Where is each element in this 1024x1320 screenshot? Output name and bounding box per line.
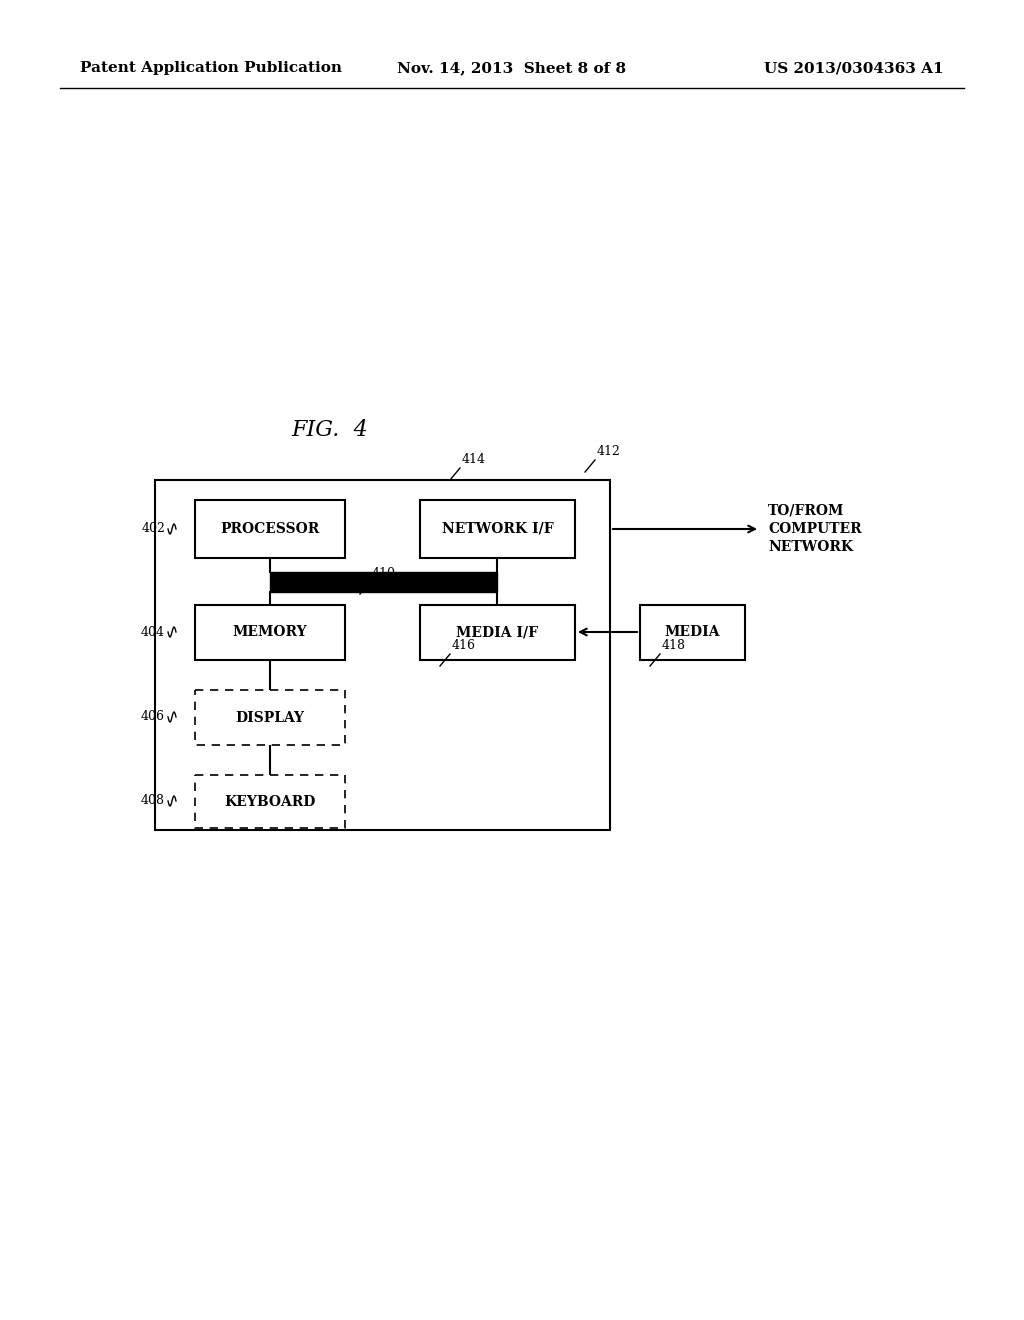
Bar bbox=[640, 605, 745, 660]
Text: KEYBOARD: KEYBOARD bbox=[224, 795, 315, 808]
Text: 414: 414 bbox=[462, 453, 486, 466]
Text: Patent Application Publication: Patent Application Publication bbox=[80, 61, 342, 75]
Text: DISPLAY: DISPLAY bbox=[236, 710, 304, 725]
Text: US 2013/0304363 A1: US 2013/0304363 A1 bbox=[764, 61, 944, 75]
Bar bbox=[420, 605, 575, 660]
Text: PROCESSOR: PROCESSOR bbox=[220, 521, 319, 536]
Text: 418: 418 bbox=[662, 639, 686, 652]
Text: MEMORY: MEMORY bbox=[232, 626, 307, 639]
Bar bbox=[195, 690, 345, 744]
Text: 408: 408 bbox=[141, 795, 165, 808]
Bar bbox=[420, 500, 575, 558]
Bar bbox=[155, 480, 610, 830]
Bar bbox=[195, 775, 345, 828]
Text: 416: 416 bbox=[452, 639, 476, 652]
Text: 402: 402 bbox=[141, 523, 165, 536]
Bar bbox=[270, 572, 497, 591]
Text: 410: 410 bbox=[372, 568, 396, 579]
Text: MEDIA I/F: MEDIA I/F bbox=[457, 626, 539, 639]
Text: 404: 404 bbox=[141, 626, 165, 639]
Text: MEDIA: MEDIA bbox=[665, 626, 720, 639]
Text: NETWORK I/F: NETWORK I/F bbox=[441, 521, 553, 536]
Bar bbox=[195, 605, 345, 660]
Text: TO/FROM
COMPUTER
NETWORK: TO/FROM COMPUTER NETWORK bbox=[768, 504, 861, 554]
Text: Nov. 14, 2013  Sheet 8 of 8: Nov. 14, 2013 Sheet 8 of 8 bbox=[397, 61, 627, 75]
Text: 412: 412 bbox=[597, 445, 621, 458]
Text: FIG.  4: FIG. 4 bbox=[292, 418, 369, 441]
Bar bbox=[195, 500, 345, 558]
Text: 406: 406 bbox=[141, 710, 165, 723]
